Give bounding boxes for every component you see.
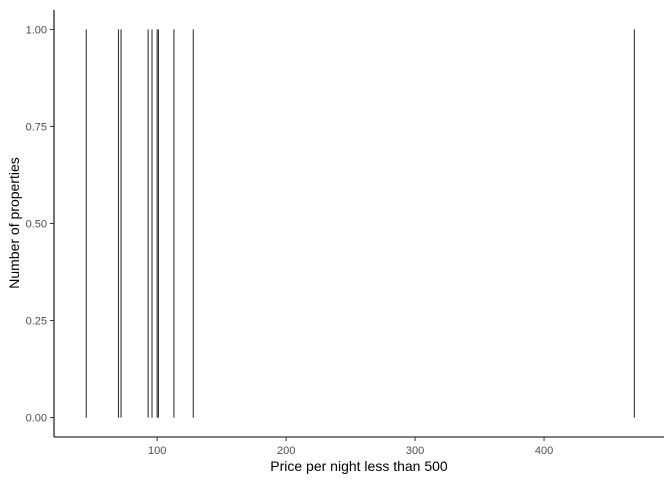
x-axis-title: Price per night less than 500 [270,458,448,474]
x-tick-label: 200 [277,445,295,457]
y-tick-label: 0.25 [26,316,47,328]
bars-layer [85,29,635,418]
ticks-layer: 100 200 300 400 0.00 0.25 0.50 0.75 1.00 [26,24,554,457]
y-tick-label: 0.50 [26,219,47,231]
y-tick-label: 0.00 [26,413,47,425]
x-tick-label: 300 [406,445,424,457]
y-tick-label: 1.00 [26,24,47,36]
y-axis-title: Number of properties [6,157,22,289]
y-tick-label: 0.75 [26,121,47,133]
x-tick-label: 400 [535,445,553,457]
x-tick-label: 100 [148,445,166,457]
